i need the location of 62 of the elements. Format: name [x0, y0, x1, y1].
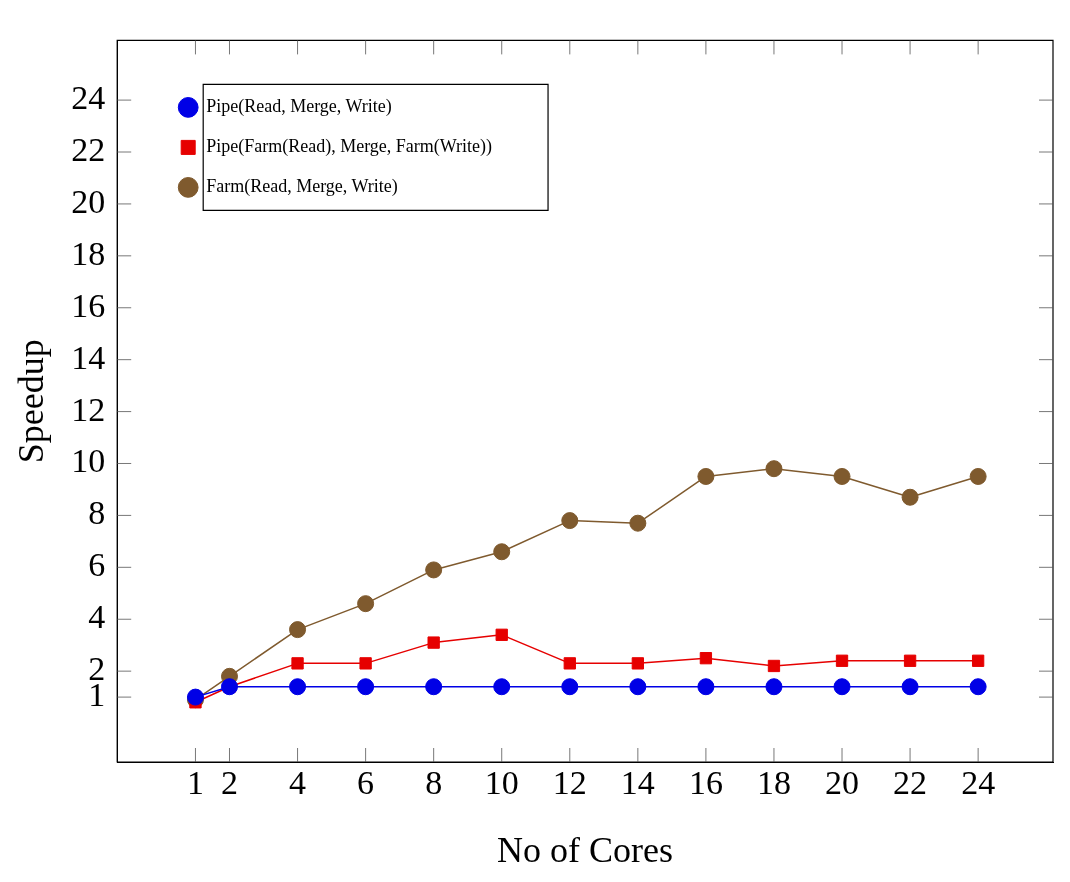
- point: [901, 678, 919, 696]
- y-tick-label: 12: [71, 390, 106, 428]
- point: [289, 621, 307, 639]
- legend-label: Pipe(Read, Merge, Write): [206, 96, 392, 118]
- y-tick-label: 16: [71, 286, 106, 324]
- x-tick-label: 4: [289, 764, 307, 802]
- y-tick-label: 8: [88, 494, 106, 532]
- y-tick-label: 6: [88, 546, 106, 584]
- point: [291, 657, 304, 670]
- x-tick-label: 2: [221, 764, 238, 802]
- point: [563, 657, 576, 670]
- y-tick-label: 18: [71, 234, 106, 272]
- point: [767, 659, 781, 673]
- y-tick-label: 14: [71, 338, 106, 376]
- point: [901, 488, 919, 506]
- point: [765, 460, 783, 478]
- x-tick-label: 8: [425, 764, 443, 802]
- y-tick-label: 24: [71, 79, 106, 117]
- point: [631, 657, 644, 670]
- point: [971, 654, 985, 667]
- point: [697, 678, 715, 696]
- point: [903, 654, 917, 667]
- x-tick-label: 24: [961, 764, 996, 802]
- point: [359, 657, 372, 670]
- point: [629, 514, 647, 532]
- point: [495, 628, 508, 641]
- point: [289, 678, 307, 696]
- point: [561, 512, 579, 530]
- y-tick-label: 22: [71, 130, 106, 168]
- point: [425, 678, 443, 696]
- point: [969, 467, 987, 485]
- y-tick-label: 20: [71, 182, 106, 220]
- point: [357, 595, 375, 613]
- x-tick-label: 18: [756, 764, 791, 802]
- x-tick-label: 20: [825, 764, 860, 802]
- point: [833, 467, 851, 485]
- point: [765, 678, 783, 696]
- x-tick-label: 22: [893, 764, 928, 802]
- point: [427, 636, 440, 649]
- x-tick-label: 12: [552, 764, 587, 802]
- x-tick-label: 16: [688, 764, 723, 802]
- y-tick-label: 10: [71, 442, 106, 480]
- point: [835, 654, 849, 667]
- point: [699, 652, 713, 665]
- point: [697, 467, 715, 485]
- x-tick-label: 1: [186, 764, 204, 802]
- x-tick-label: 6: [357, 764, 375, 802]
- y-axis-title: Speedup: [11, 339, 52, 464]
- point: [493, 678, 511, 696]
- y-tick-label: 4: [88, 598, 106, 636]
- point: [425, 561, 443, 579]
- x-tick-label: 10: [484, 764, 519, 802]
- point: [357, 678, 375, 696]
- legend-label: Pipe(Farm(Read), Merge, Farm(Write)): [206, 136, 493, 158]
- x-axis-title: No of Cores: [497, 829, 674, 870]
- point: [493, 543, 511, 561]
- point: [969, 678, 987, 696]
- legend-label: Farm(Read, Merge, Write): [206, 176, 398, 198]
- point: [629, 678, 647, 696]
- point: [833, 678, 851, 696]
- x-tick-label: 14: [620, 764, 655, 802]
- point: [561, 678, 579, 696]
